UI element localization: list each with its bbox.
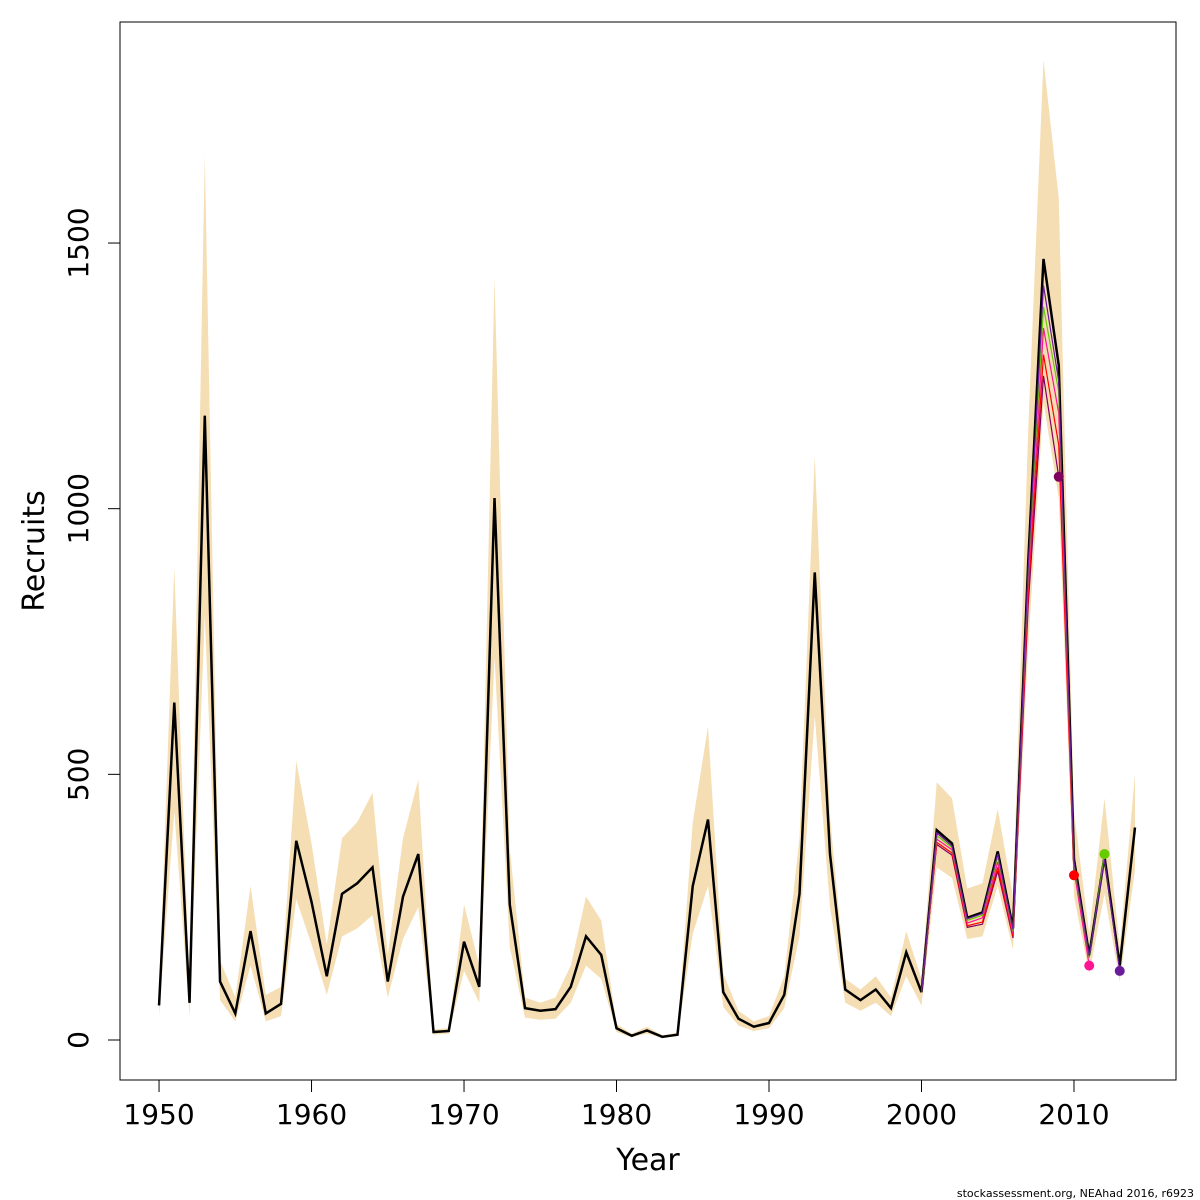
x-tick-label: 1990 [733,1098,804,1131]
footer: stockassessment.org, NEAhad 2016, r6923 [957,1187,1194,1200]
y-tick-label: 1000 [62,473,95,544]
retro-end-point [1084,960,1095,971]
y-axis-label: Recruits [17,490,52,612]
retro-line [920,354,1075,993]
x-tick-label: 1950 [123,1098,194,1131]
y-tick-label: 500 [62,748,95,801]
retro-line [920,375,1060,993]
plot-frame [119,21,1177,1081]
main-line [157,258,1137,1039]
retro-end-point [1099,849,1110,860]
y-tick-label: 0 [62,1031,95,1049]
retro-line [920,327,1090,993]
confidence-band [159,59,1135,1038]
x-tick-label: 2000 [886,1098,957,1131]
retro-end-point [1053,471,1064,482]
y-tick-label: 1500 [62,207,95,278]
retro-end-point [1068,870,1079,881]
x-tick-label: 1980 [581,1098,652,1131]
x-tick-label: 1960 [276,1098,347,1131]
retro-end-point [1114,965,1125,976]
x-tick-label: 2010 [1038,1098,1109,1131]
x-tick-label: 1970 [428,1098,499,1131]
x-axis-label: Year [615,1143,680,1178]
retro-line [920,285,1121,993]
